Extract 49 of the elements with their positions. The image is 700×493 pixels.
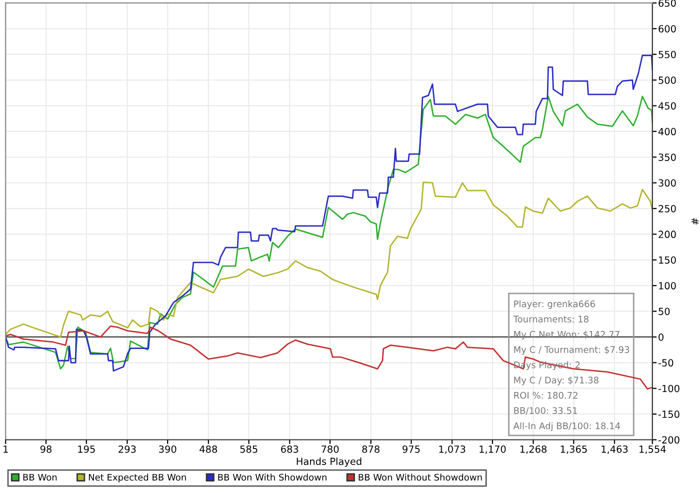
x-tick-label: 293 bbox=[118, 445, 136, 453]
x-tick-label: 488 bbox=[200, 445, 218, 453]
annotation: BB/100: 33.51 bbox=[514, 407, 577, 415]
annotation: My C / Day: $71.38 bbox=[514, 376, 598, 386]
y-tick-label: -100 bbox=[658, 384, 680, 392]
y-tick-label: 0 bbox=[658, 333, 664, 341]
line-series bbox=[6, 325, 652, 390]
x-tick-label: 390 bbox=[159, 445, 176, 453]
legend-label: BB Won Without Showdown bbox=[358, 474, 482, 481]
x-tick-label: 1,365 bbox=[560, 445, 587, 454]
annotation: Player: grenka666 bbox=[514, 300, 595, 309]
legend-label: BB Won With Showdown bbox=[218, 474, 326, 481]
y-tick-label: 250 bbox=[658, 204, 676, 212]
x-tick-label: 195 bbox=[78, 445, 95, 453]
x-tick-label: 878 bbox=[362, 445, 380, 453]
y-tick-label: 600 bbox=[658, 25, 676, 32]
x-tick-label: 1,554 bbox=[640, 446, 666, 454]
legend-label: Net Expected BB Won bbox=[88, 474, 186, 482]
legend-label: BB Won bbox=[23, 474, 57, 481]
y-tick-label: 550 bbox=[658, 50, 676, 58]
y-tick-label: 100 bbox=[659, 282, 676, 290]
annotation: ROI %: 180.72 bbox=[514, 392, 578, 399]
x-tick-label: 1,463 bbox=[602, 445, 628, 454]
y-tick-label: -50 bbox=[658, 359, 674, 367]
y-tick-label: 400 bbox=[658, 128, 676, 136]
y-tick-label: 150 bbox=[659, 256, 676, 264]
x-tick-label: 1,170 bbox=[480, 445, 506, 454]
y-tick-label: 200 bbox=[658, 230, 676, 238]
y-tick-label: 50 bbox=[658, 308, 670, 316]
y-tick-label: -200 bbox=[658, 436, 680, 444]
y-tick-label: -150 bbox=[658, 410, 680, 418]
x-tick-label: 780 bbox=[322, 445, 339, 453]
annotation: Tournaments: 18 bbox=[513, 316, 588, 322]
x-tick-label: 975 bbox=[402, 445, 420, 453]
x-tick-label: 1,073 bbox=[439, 445, 466, 454]
y-tick-label: 350 bbox=[658, 154, 676, 161]
x-tick-label: 1,268 bbox=[520, 445, 547, 454]
annotation: My C / Tournament: $7.93 bbox=[514, 346, 630, 355]
x-tick-label: 683 bbox=[281, 445, 298, 453]
y-axis-title: # bbox=[692, 218, 699, 225]
y-tick-label: 300 bbox=[658, 179, 676, 187]
x-tick-label: 1 bbox=[4, 446, 8, 453]
y-tick-label: 450 bbox=[658, 102, 676, 110]
x-tick-label: 98 bbox=[40, 445, 52, 453]
line-series bbox=[6, 182, 652, 338]
x-tick-label: 585 bbox=[240, 445, 258, 453]
x-axis-title: Hands Played bbox=[296, 458, 362, 467]
y-tick-label: 500 bbox=[658, 76, 676, 84]
annotation: All-In Adj BB/100: 18.14 bbox=[513, 422, 620, 432]
